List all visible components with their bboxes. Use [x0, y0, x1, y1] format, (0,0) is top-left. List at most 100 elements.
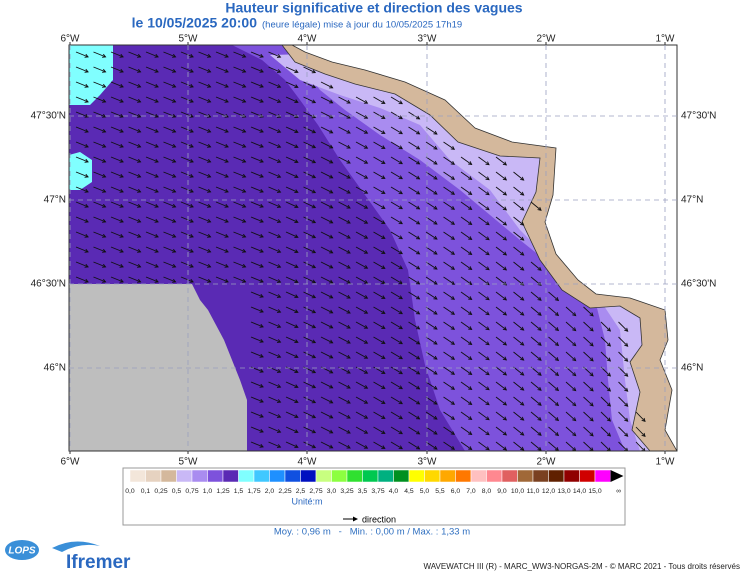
arrow [443, 336, 455, 345]
arrow-head [520, 191, 525, 196]
arrow-head [363, 235, 369, 239]
arrow-head [242, 203, 247, 208]
arrow [443, 426, 455, 435]
arrow [355, 426, 368, 434]
arrow [390, 111, 403, 120]
arrow [145, 231, 159, 238]
arrow [320, 291, 333, 299]
arrow [320, 171, 333, 179]
arrow-head [294, 234, 299, 239]
arrow-head [433, 310, 438, 315]
arrow [110, 276, 124, 283]
arrow [110, 111, 124, 118]
arrow-head [381, 385, 386, 389]
arrow [338, 261, 351, 269]
arrow-head [450, 250, 456, 255]
arrow-head [207, 278, 212, 283]
arrow [110, 261, 124, 268]
scale-label: 1,75 [247, 488, 260, 495]
arrow [513, 321, 524, 331]
arrow [408, 216, 420, 225]
arrow [618, 426, 629, 437]
arrow [408, 381, 420, 390]
update-note: (heure légale) mise à jour du 10/05/2025… [262, 20, 462, 31]
color-swatch [176, 469, 193, 483]
arrow [320, 351, 333, 359]
arrow-head [154, 158, 159, 163]
arrow [495, 351, 507, 361]
arrow [93, 126, 106, 133]
arrow-head [450, 445, 456, 450]
arrow-head [450, 400, 456, 405]
arrow [285, 441, 299, 448]
arrow-head [102, 143, 107, 148]
arrow [478, 426, 490, 436]
arrow-head [363, 385, 369, 389]
arrow-head [154, 83, 159, 88]
arrow-head [468, 266, 473, 271]
arrow-head [207, 158, 212, 163]
arrow [460, 396, 472, 405]
arrow [145, 276, 159, 283]
arrow-head [276, 159, 282, 163]
arrow [233, 216, 246, 223]
arrow-head [102, 128, 107, 133]
arrow-head [589, 387, 594, 392]
arrow [495, 231, 507, 241]
arrow-head [329, 204, 334, 209]
arrow-head [276, 309, 282, 313]
arrow [373, 96, 386, 104]
arrow [513, 171, 524, 181]
arrow [355, 111, 368, 119]
arrow [250, 171, 264, 178]
arrow [513, 216, 524, 226]
arrow [233, 81, 246, 88]
arrow-head [102, 53, 107, 58]
arrow [425, 426, 438, 435]
arrow-head [416, 145, 421, 150]
cyan-area [69, 45, 113, 105]
arrow [478, 336, 490, 346]
arrow [250, 141, 264, 148]
arrow-head [207, 188, 212, 193]
arrow [250, 426, 264, 433]
arrow [268, 306, 281, 313]
arrow-head [572, 342, 577, 347]
arrow-head [346, 249, 351, 254]
arrow-head [311, 399, 317, 404]
arrow-head [520, 311, 525, 316]
arrow [460, 321, 472, 330]
arrow [285, 321, 299, 328]
graticule: 6°W 6°W 5°W 5°W 4°W 4°W 3°W 3°W 2°W 2°W 1°W 1°W 47°3… [31, 34, 717, 468]
arrow [338, 351, 351, 359]
arrow-head [468, 206, 473, 211]
arrow-head [137, 83, 142, 88]
arrow-head [416, 445, 421, 450]
arrow-head [537, 206, 542, 211]
arrow-head [346, 429, 351, 434]
arrow-head [485, 341, 490, 346]
arrow-head [207, 128, 212, 133]
arrow [145, 186, 159, 193]
arrow-head [189, 218, 194, 223]
arrow [530, 411, 542, 421]
arrow [478, 381, 490, 391]
arrow [128, 81, 141, 88]
arrow [495, 216, 507, 226]
arrow [478, 306, 490, 316]
arrow-head [572, 387, 577, 392]
arrow [285, 396, 299, 403]
lops-logo: LOPS [8, 546, 36, 557]
arrow [233, 96, 246, 103]
arrow [268, 261, 281, 268]
arrow [93, 276, 106, 283]
arrow [215, 171, 229, 178]
arrow-head [276, 249, 282, 253]
arrow-head [172, 128, 177, 133]
arrow [285, 306, 299, 313]
arrow [303, 351, 316, 358]
arrow [408, 366, 420, 375]
arrow [338, 291, 351, 299]
arrow [355, 276, 368, 284]
arrow-head [224, 203, 229, 208]
